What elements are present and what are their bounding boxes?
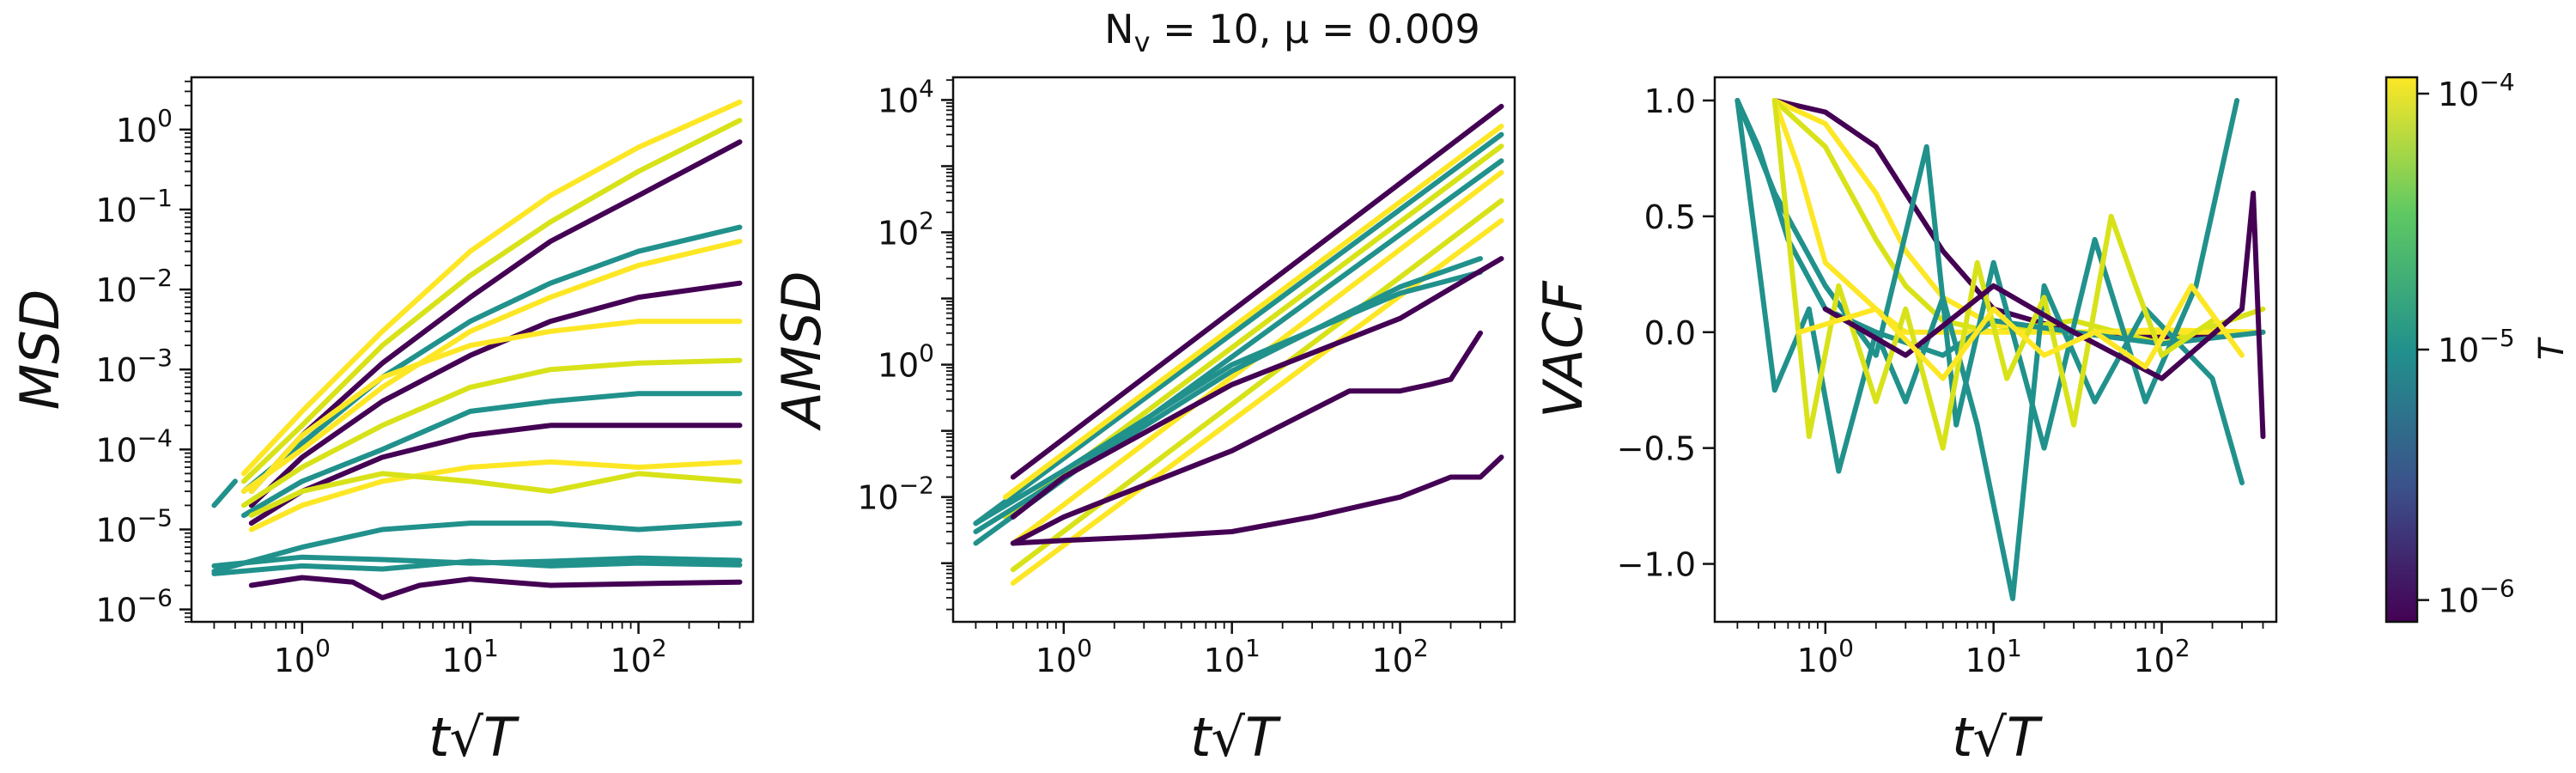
msd-series-line bbox=[240, 391, 743, 519]
colorbar: 10−4 10−5 10−6 T bbox=[2385, 68, 2572, 624]
vacf-x-tick-label: 102 bbox=[2133, 634, 2190, 679]
msd-axes-frame bbox=[190, 76, 755, 624]
amsd-y-tick-label: 100 bbox=[878, 339, 934, 385]
msd-lines bbox=[211, 99, 743, 600]
amsd-series-line bbox=[973, 256, 1483, 534]
vacf-y-tick-label: 0.5 bbox=[1644, 198, 1696, 236]
colorbar-label: T bbox=[2532, 336, 2572, 360]
amsd-series-line bbox=[1010, 330, 1483, 546]
vacf-y-axis-label: VACF bbox=[1532, 280, 1595, 418]
amsd-series-line bbox=[1002, 124, 1504, 500]
vacf-series-line bbox=[1796, 283, 2245, 381]
vacf-x-tick-label: 101 bbox=[1965, 634, 2022, 679]
colorbar-tick-label: 10−6 bbox=[2438, 575, 2515, 620]
vacf-y-tick-label: 1.0 bbox=[1644, 82, 1696, 120]
msd-panel: 100 101 102 100 10−1 10−2 10−3 10−4 10−5 10−6 t√T M… bbox=[9, 76, 755, 769]
msd-series-line bbox=[248, 459, 743, 533]
colorbar-tick-label: 10−5 bbox=[2438, 324, 2515, 369]
vacf-x-tick-label: 100 bbox=[1797, 634, 1854, 679]
vacf-y-tick-label: −0.5 bbox=[1617, 430, 1696, 468]
vacf-series-line bbox=[1735, 98, 2240, 451]
amsd-axes-frame bbox=[951, 76, 1516, 624]
amsd-x-tick-label: 101 bbox=[1204, 634, 1261, 679]
vacf-y-tick-label: −1.0 bbox=[1617, 546, 1696, 584]
amsd-y-tick-label: 104 bbox=[878, 74, 934, 119]
amsd-series-line bbox=[1010, 256, 1504, 520]
vacf-lines bbox=[1735, 98, 2266, 601]
title-main: N bbox=[1104, 6, 1133, 52]
msd-x-tick-label: 101 bbox=[442, 634, 499, 679]
msd-series-line bbox=[240, 224, 743, 494]
amsd-x-ticks: 100 101 102 bbox=[975, 622, 1503, 679]
colorbar-ticks: 10−4 10−5 10−6 bbox=[2417, 68, 2515, 620]
msd-series-line bbox=[211, 554, 743, 569]
amsd-y-ticks: 104 102 100 10−2 bbox=[857, 74, 953, 611]
amsd-series-line bbox=[1010, 454, 1504, 546]
msd-series-line bbox=[248, 319, 743, 494]
colorbar-bar bbox=[2385, 76, 2419, 624]
amsd-series-line bbox=[1010, 103, 1504, 480]
amsd-panel: 100 101 102 104 102 100 10−2 t√T AMSD bbox=[770, 74, 1516, 769]
title-rest: = 10, μ = 0.009 bbox=[1151, 6, 1480, 52]
msd-x-ticks: 100 101 102 bbox=[213, 622, 741, 679]
amsd-x-tick-label: 102 bbox=[1371, 634, 1428, 679]
msd-y-ticks: 100 10−1 10−2 10−3 10−4 10−5 10−6 bbox=[95, 80, 191, 630]
msd-y-tick-label: 10−6 bbox=[95, 584, 173, 630]
msd-y-tick-label: 10−4 bbox=[95, 423, 173, 469]
amsd-x-tick-label: 100 bbox=[1036, 634, 1092, 679]
vacf-y-tick-label: 0.0 bbox=[1644, 314, 1696, 352]
amsd-x-axis-label: t√T bbox=[1190, 706, 1281, 769]
vacf-y-ticks: 1.0 0.5 0.0 −0.5 −1.0 bbox=[1617, 82, 1715, 584]
msd-series-line bbox=[211, 478, 238, 508]
msd-y-axis-label: MSD bbox=[9, 289, 71, 411]
msd-y-tick-label: 100 bbox=[116, 104, 173, 149]
msd-series-line bbox=[248, 280, 743, 508]
msd-series-line bbox=[248, 575, 743, 600]
msd-series-line bbox=[248, 471, 743, 519]
msd-x-tick-label: 100 bbox=[274, 634, 331, 679]
amsd-lines bbox=[973, 103, 1504, 586]
vacf-series-line bbox=[1771, 98, 2215, 451]
msd-y-tick-label: 10−1 bbox=[95, 184, 173, 229]
figure-title: Nv = 10, μ = 0.009 bbox=[1104, 6, 1480, 58]
amsd-y-axis-label: AMSD bbox=[770, 271, 833, 431]
amsd-series-line bbox=[1010, 198, 1504, 573]
msd-y-tick-label: 10−5 bbox=[95, 503, 173, 549]
vacf-x-axis-label: t√T bbox=[1952, 706, 2043, 769]
msd-series-line bbox=[240, 118, 743, 484]
vacf-panel: 100 101 102 1.0 0.5 0.0 −0.5 −1.0 t√T VACF bbox=[1532, 76, 2278, 769]
msd-y-tick-label: 10−3 bbox=[95, 344, 173, 389]
vacf-axes-frame bbox=[1713, 76, 2278, 624]
title-sub: v bbox=[1134, 26, 1151, 58]
amsd-y-tick-label: 102 bbox=[878, 206, 934, 252]
msd-series-line bbox=[211, 520, 743, 575]
amsd-y-tick-label: 10−2 bbox=[857, 472, 934, 517]
amsd-series-line bbox=[973, 131, 1504, 526]
msd-x-axis-label: t√T bbox=[428, 706, 519, 769]
msd-series-line bbox=[240, 239, 743, 494]
msd-y-tick-label: 10−2 bbox=[95, 264, 173, 309]
msd-series-line bbox=[240, 357, 743, 508]
vacf-x-ticks: 100 101 102 bbox=[1736, 622, 2264, 679]
msd-series-line bbox=[240, 99, 743, 477]
msd-x-tick-label: 102 bbox=[610, 634, 666, 679]
vacf-series-line bbox=[1822, 190, 2266, 440]
amsd-series-line bbox=[973, 269, 1483, 526]
colorbar-tick-label: 10−4 bbox=[2438, 68, 2515, 113]
